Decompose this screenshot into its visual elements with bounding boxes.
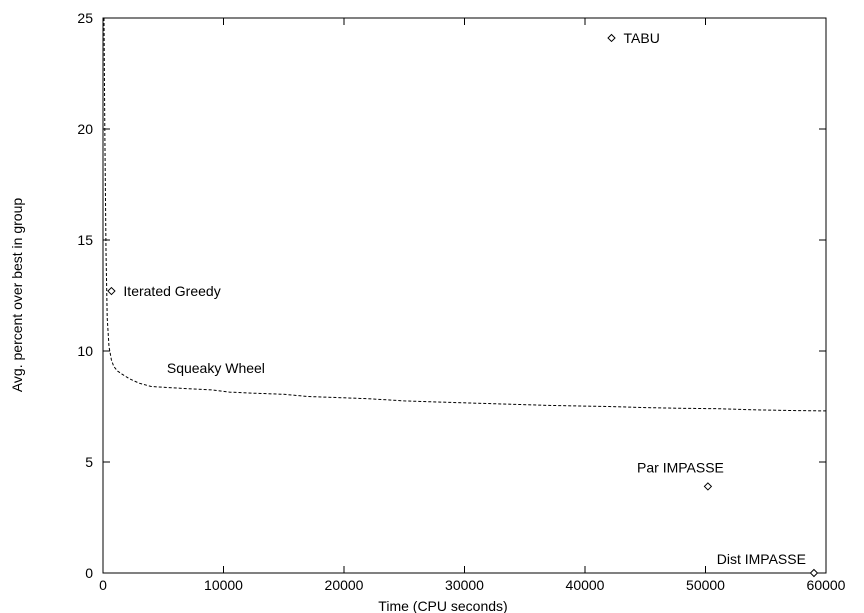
x-tick-label: 20000	[325, 577, 364, 593]
point-marker	[809, 568, 819, 578]
series-line-squeaky-wheel	[103, 17, 827, 412]
point-label: Iterated Greedy	[123, 283, 220, 299]
point-label: TABU	[624, 30, 660, 46]
x-tick-label: 0	[99, 577, 107, 593]
y-tick-label: 0	[85, 565, 93, 581]
point-marker	[703, 482, 713, 491]
x-tick-label: 40000	[566, 577, 605, 593]
series-label: Squeaky Wheel	[167, 360, 265, 376]
y-tick-label: 10	[77, 343, 93, 359]
marks: Squeaky Wheel TABU Iterated Greedy Par IMPA…	[103, 17, 827, 578]
y-tick-label: 25	[77, 10, 93, 26]
y-tick-label: 15	[77, 232, 93, 248]
point-marker	[607, 33, 616, 43]
point-label: Par IMPASSE	[637, 459, 724, 475]
point-marker	[107, 286, 116, 296]
x-tick-label: 50000	[686, 577, 725, 593]
x-tick-label: 30000	[445, 577, 484, 593]
ticks: 0 10000 20000 30000 40000 50000 60000 0 5 10 15 20 2…	[77, 10, 845, 593]
x-tick-label: 10000	[204, 577, 243, 593]
x-axis-label: Time (CPU seconds)	[378, 598, 507, 613]
y-axis-label: Avg. percent over best in group	[9, 198, 25, 393]
point-label: Dist IMPASSE	[717, 551, 806, 567]
x-tick-label: 60000	[807, 577, 846, 593]
y-tick-label: 20	[77, 121, 93, 137]
y-tick-label: 5	[85, 454, 93, 470]
